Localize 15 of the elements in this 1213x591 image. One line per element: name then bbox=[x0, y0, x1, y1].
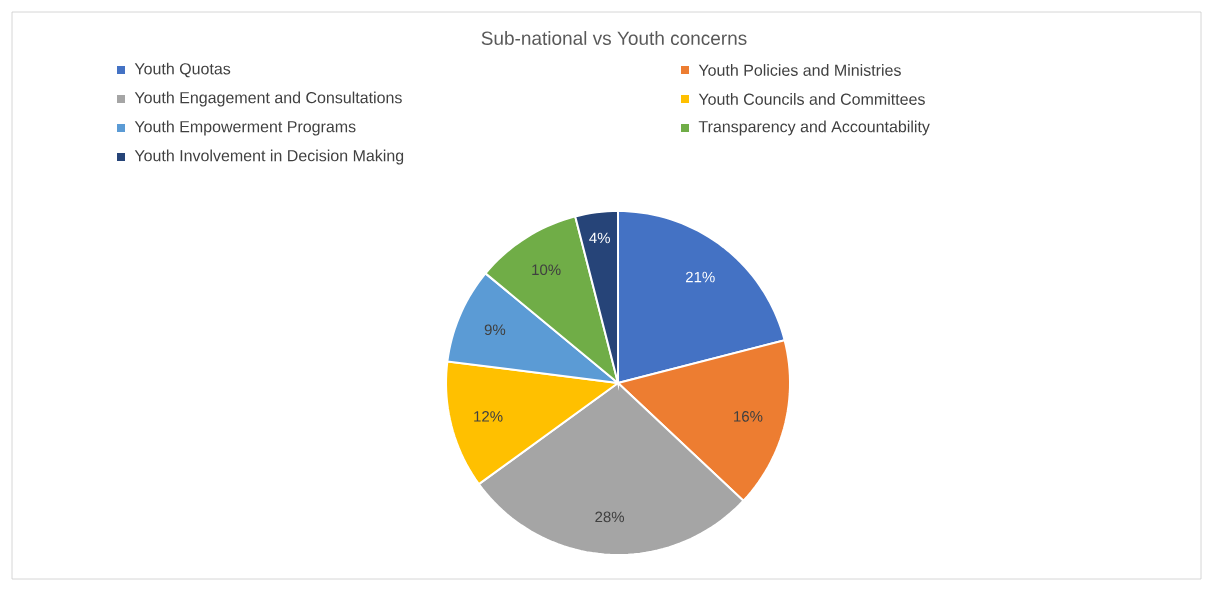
legend-label: Youth Councils and Committees bbox=[698, 93, 925, 105]
chart-title: Sub-national vs Youth concerns bbox=[481, 31, 747, 45]
legend-label: Youth Empowerment Programs bbox=[134, 120, 356, 136]
data-label: 28% bbox=[595, 511, 625, 523]
data-label: 12% bbox=[474, 411, 503, 422]
legend-label: Youth Quotas bbox=[134, 62, 231, 78]
legend-label: Transparency and Accountability bbox=[698, 120, 930, 136]
data-label: 16% bbox=[734, 411, 763, 422]
legend-label: Youth Involvement in Decision Making bbox=[134, 149, 404, 165]
data-label: 9% bbox=[484, 324, 506, 336]
legend-label: Youth Engagement and Consultations bbox=[134, 91, 402, 107]
data-label: 21% bbox=[685, 271, 715, 283]
legend-label: Youth Policies and Ministries bbox=[698, 64, 901, 76]
data-label: 10% bbox=[532, 264, 561, 276]
data-label: 4% bbox=[589, 232, 610, 244]
